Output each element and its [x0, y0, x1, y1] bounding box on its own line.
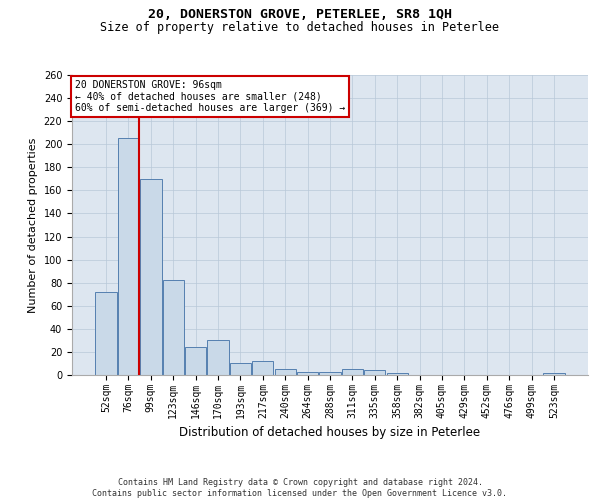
- X-axis label: Distribution of detached houses by size in Peterlee: Distribution of detached houses by size …: [179, 426, 481, 439]
- Text: Size of property relative to detached houses in Peterlee: Size of property relative to detached ho…: [101, 21, 499, 34]
- Bar: [163, 280, 184, 375]
- Text: 20 DONERSTON GROVE: 96sqm
← 40% of detached houses are smaller (248)
60% of semi: 20 DONERSTON GROVE: 96sqm ← 40% of detac…: [74, 80, 345, 112]
- Bar: [275, 369, 296, 375]
- Bar: [386, 372, 408, 375]
- Text: Contains HM Land Registry data © Crown copyright and database right 2024.
Contai: Contains HM Land Registry data © Crown c…: [92, 478, 508, 498]
- Bar: [297, 372, 318, 375]
- Bar: [185, 348, 206, 375]
- Bar: [230, 364, 251, 375]
- Bar: [140, 179, 161, 375]
- Text: 20, DONERSTON GROVE, PETERLEE, SR8 1QH: 20, DONERSTON GROVE, PETERLEE, SR8 1QH: [148, 8, 452, 20]
- Bar: [252, 361, 274, 375]
- Bar: [319, 372, 341, 375]
- Bar: [543, 372, 565, 375]
- Bar: [208, 340, 229, 375]
- Bar: [364, 370, 385, 375]
- Bar: [342, 369, 363, 375]
- Bar: [95, 292, 117, 375]
- Bar: [118, 138, 139, 375]
- Y-axis label: Number of detached properties: Number of detached properties: [28, 138, 38, 312]
